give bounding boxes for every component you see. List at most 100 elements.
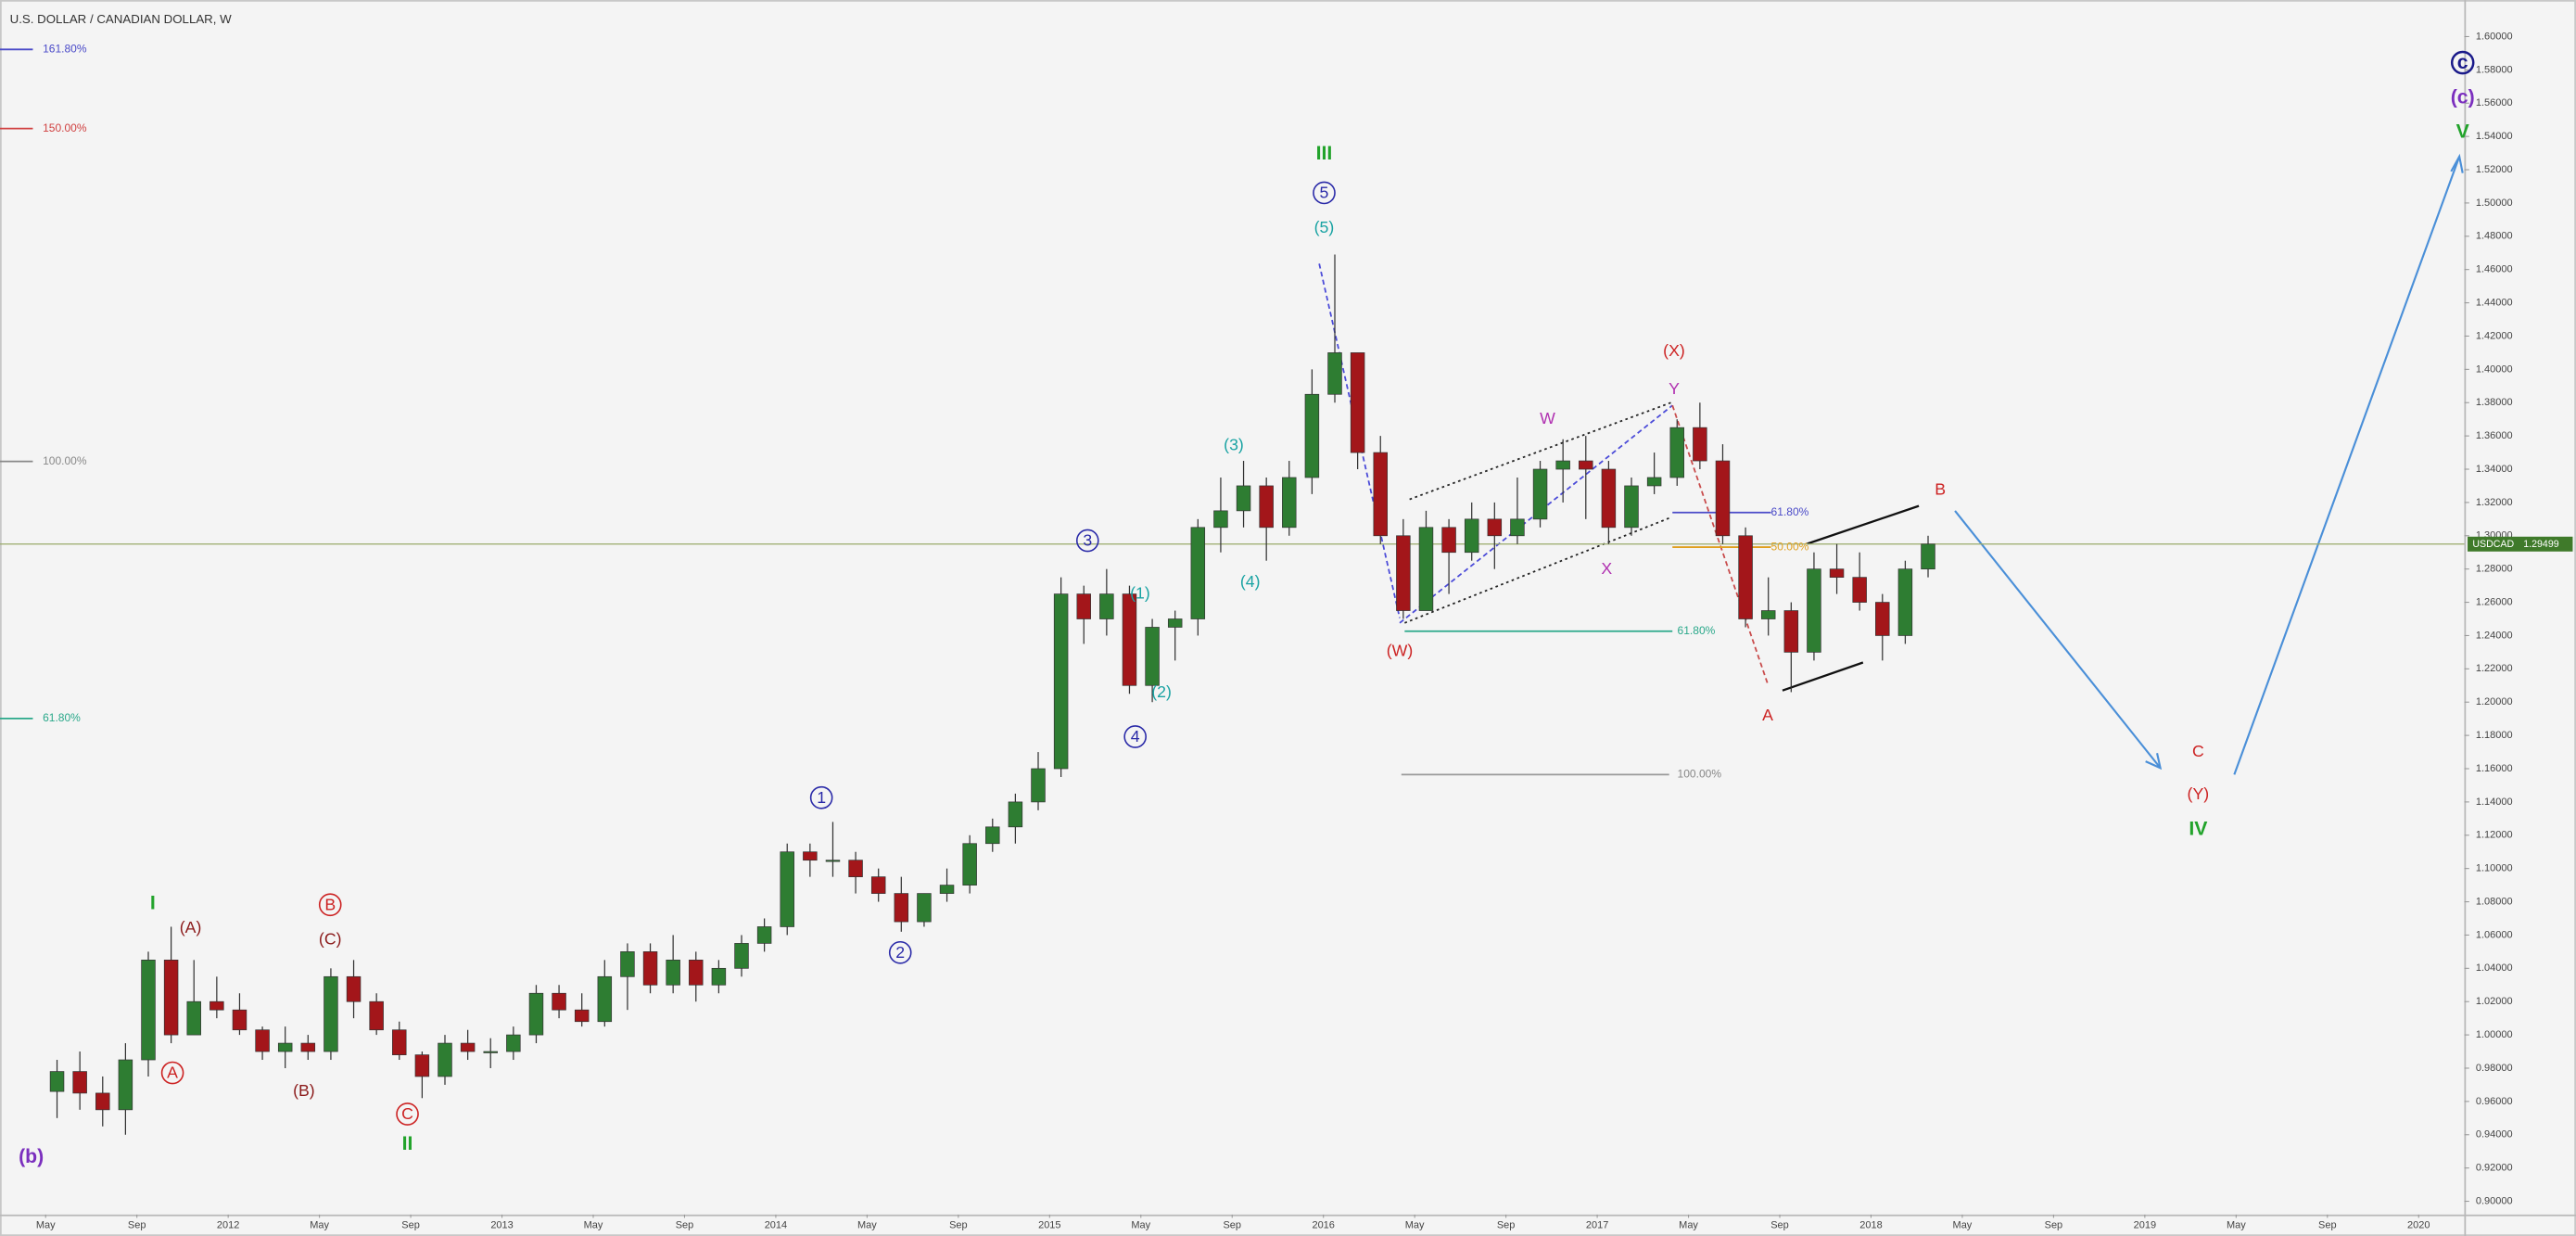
x-tick-label: May bbox=[857, 1219, 877, 1230]
wave-label: (c) bbox=[2451, 85, 2475, 108]
candle-body bbox=[574, 1009, 590, 1023]
candle-body bbox=[1555, 460, 1570, 470]
y-tick-label: 0.94000 bbox=[2476, 1129, 2513, 1140]
candle-body bbox=[1190, 527, 1206, 619]
x-tick-label: 2015 bbox=[1038, 1219, 1060, 1230]
candle-body bbox=[917, 893, 932, 923]
wave-label: W bbox=[1540, 409, 1555, 427]
candle-body bbox=[72, 1071, 87, 1094]
x-tick-label: 2020 bbox=[2407, 1219, 2430, 1230]
candle-body bbox=[642, 951, 658, 986]
x-tick-label: May bbox=[1405, 1219, 1425, 1230]
wave-label: B bbox=[324, 895, 336, 913]
wave-label: II bbox=[402, 1132, 413, 1154]
candle-body bbox=[756, 926, 772, 944]
wave-label: A bbox=[1762, 706, 1773, 724]
x-tick-label: May bbox=[36, 1219, 56, 1230]
candle-body bbox=[1053, 593, 1069, 770]
arrow-head bbox=[2145, 753, 2163, 771]
wave-label: (A) bbox=[180, 918, 202, 937]
candle-body bbox=[1464, 518, 1479, 554]
candle-body bbox=[1738, 535, 1753, 619]
candle-body bbox=[1441, 527, 1456, 554]
x-tick-label: 2017 bbox=[1586, 1219, 1608, 1230]
candle-body bbox=[1693, 427, 1707, 462]
wave-label: (Y) bbox=[2188, 784, 2210, 803]
wave-label: (C) bbox=[319, 930, 342, 949]
fib-label: 61.80% bbox=[1678, 624, 1716, 637]
y-tick-label: 1.56000 bbox=[2476, 97, 2513, 108]
candle-body bbox=[620, 951, 635, 977]
candle-body bbox=[1510, 518, 1525, 537]
y-tick-label: 1.36000 bbox=[2476, 430, 2513, 441]
x-tick-label: May bbox=[2227, 1219, 2246, 1230]
channel-line bbox=[1409, 401, 1673, 501]
candle-body bbox=[1076, 593, 1091, 619]
x-tick-label: Sep bbox=[2045, 1219, 2063, 1230]
candle-body bbox=[1099, 593, 1114, 619]
y-tick-label: 1.20000 bbox=[2476, 696, 2513, 707]
y-tick-label: 1.48000 bbox=[2476, 231, 2513, 242]
candle-body bbox=[1282, 477, 1297, 529]
y-tick-label: 1.12000 bbox=[2476, 830, 2513, 841]
wave-circle bbox=[396, 1102, 419, 1126]
y-tick-label: 1.26000 bbox=[2476, 596, 2513, 607]
wave-label: 2 bbox=[895, 943, 905, 962]
wave-label: 1 bbox=[817, 788, 826, 807]
y-tick-label: 1.08000 bbox=[2476, 896, 2513, 907]
wave-label: X bbox=[1601, 559, 1612, 578]
candle-body bbox=[1213, 510, 1228, 529]
candle-body bbox=[985, 826, 1000, 845]
x-tick-label: Sep bbox=[949, 1219, 968, 1230]
wave-label: III bbox=[1316, 142, 1333, 164]
candle-body bbox=[780, 851, 794, 927]
candle-body bbox=[1304, 393, 1320, 478]
x-tick-label: 2014 bbox=[765, 1219, 787, 1230]
y-tick-label: 1.14000 bbox=[2476, 796, 2513, 808]
x-tick-label: Sep bbox=[676, 1219, 694, 1230]
candle-body bbox=[1259, 485, 1274, 529]
candles bbox=[49, 254, 1935, 1135]
y-tick-label: 1.22000 bbox=[2476, 663, 2513, 674]
candle-body bbox=[1532, 468, 1548, 520]
wave-circle bbox=[1313, 181, 1336, 205]
x-tick-label: May bbox=[584, 1219, 603, 1230]
wave-circle bbox=[888, 940, 912, 964]
candle-body bbox=[392, 1029, 407, 1055]
wave-label: (5) bbox=[1314, 218, 1335, 236]
x-tick-label: May bbox=[310, 1219, 329, 1230]
fib-label: 100.00% bbox=[43, 454, 87, 467]
y-tick-label: 1.50000 bbox=[2476, 198, 2513, 209]
wave-label: A bbox=[167, 1064, 178, 1082]
wave-circle bbox=[1123, 725, 1147, 748]
x-tick-label: 2013 bbox=[490, 1219, 513, 1230]
y-tick-label: 1.42000 bbox=[2476, 330, 2513, 341]
candle-body bbox=[803, 851, 818, 861]
chart-title: U.S. DOLLAR / CANADIAN DOLLAR, W bbox=[10, 12, 233, 26]
candle-body bbox=[848, 860, 863, 877]
candle-body bbox=[118, 1059, 133, 1111]
x-tick-label: Sep bbox=[2318, 1219, 2337, 1230]
wave-label: (4) bbox=[1240, 572, 1261, 591]
fib-label: 150.00% bbox=[43, 121, 87, 134]
y-tick-label: 1.32000 bbox=[2476, 497, 2513, 508]
candle-body bbox=[1852, 577, 1867, 603]
candle-body bbox=[1579, 460, 1593, 470]
y-tick-label: 1.06000 bbox=[2476, 929, 2513, 940]
candle-body bbox=[894, 893, 909, 923]
candle-body bbox=[711, 967, 727, 986]
y-tick-label: 1.24000 bbox=[2476, 630, 2513, 641]
x-tick-label: 2012 bbox=[217, 1219, 239, 1230]
candle-body bbox=[1350, 352, 1365, 453]
candle-body bbox=[1921, 543, 1935, 570]
y-tick-label: 1.46000 bbox=[2476, 264, 2513, 275]
candle-body bbox=[1897, 568, 1913, 636]
wave-label: C bbox=[401, 1104, 413, 1123]
x-tick-label: May bbox=[1953, 1219, 1973, 1230]
y-tick-label: 1.04000 bbox=[2476, 962, 2513, 974]
candle-body bbox=[1236, 485, 1251, 512]
